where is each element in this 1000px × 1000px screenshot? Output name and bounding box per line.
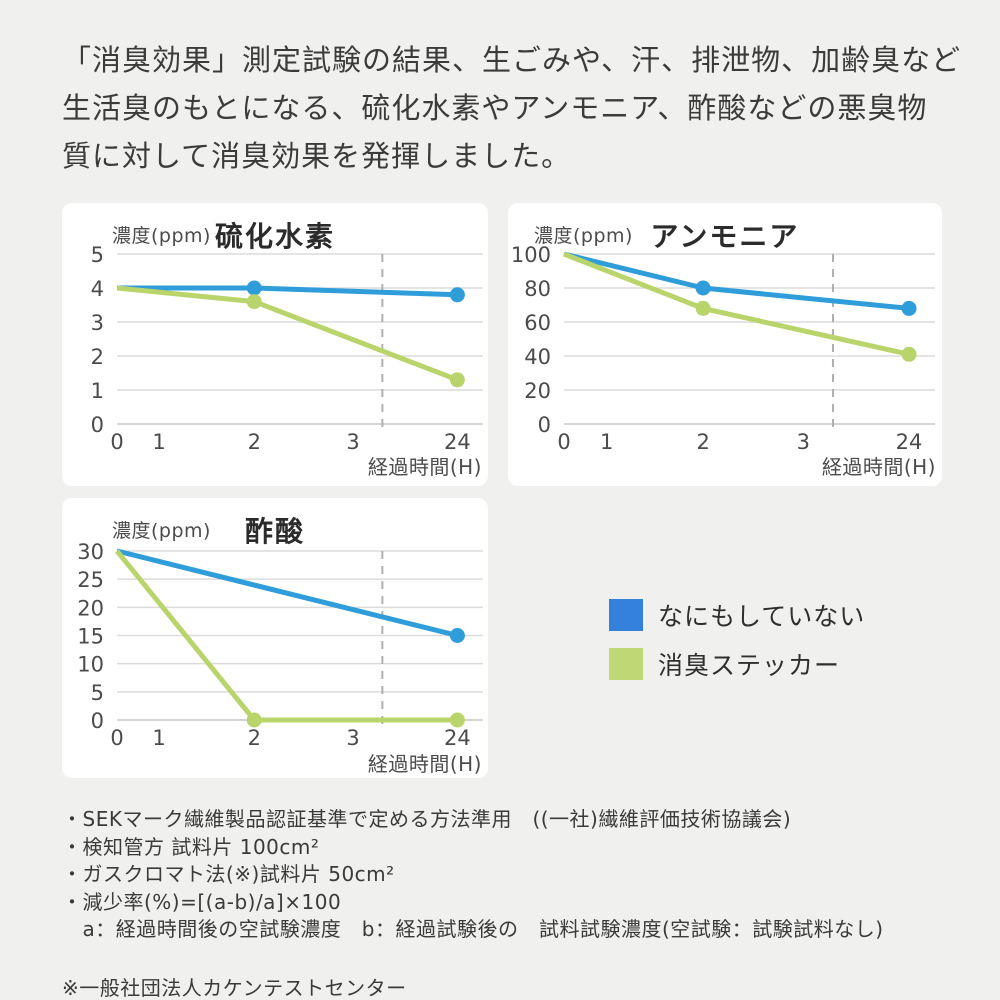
legend-swatch-untreated — [609, 598, 643, 631]
x-axis-tick-label: 0 — [110, 726, 123, 750]
data-point-marker — [901, 346, 917, 362]
data-point-marker — [695, 280, 711, 296]
header-line: 生活臭のもとになる、硫化水素やアンモニア、酢酸などの悪臭物 — [62, 91, 928, 125]
y-axis-tick-label: 60 — [524, 311, 551, 335]
legend: なにもしていない 消臭ステッカー — [609, 598, 865, 696]
chart-title: アンモニア — [650, 220, 800, 253]
legend-item-deodorant-sticker: 消臭ステッカー — [609, 647, 865, 680]
data-line — [116, 548, 458, 638]
footnote-line: ・検知管方 試料片 100cm² — [62, 834, 320, 859]
y-axis-tick-label: 0 — [91, 413, 104, 437]
footnote-line: ・SEKマーク繊維製品認証基準で定める方法準用 ((一社)繊維評価技術協議会) — [62, 807, 792, 831]
x-axis-tick-label: 3 — [346, 430, 359, 454]
y-axis-unit-label: 濃度(ppm) — [112, 520, 211, 542]
y-axis-tick-label: 10 — [77, 653, 104, 677]
y-axis-tick-label: 20 — [77, 596, 104, 620]
y-axis-tick-label: 3 — [91, 311, 104, 335]
y-axis-tick-label: 0 — [538, 413, 551, 437]
legend-item-untreated: なにもしていない — [609, 598, 865, 631]
header-text: 「消臭効果」測定試験の結果、生ごみや、汗、排泄物、加齢臭など 生活臭のもとになる… — [62, 36, 961, 180]
data-point-marker — [901, 300, 917, 316]
y-axis-tick-label: 80 — [524, 277, 551, 301]
x-axis-tick-label: 24 — [896, 430, 923, 454]
chart-title: 酢酸 — [244, 515, 305, 548]
y-axis-tick-label: 4 — [91, 277, 104, 301]
y-axis-tick-label: 5 — [91, 243, 104, 267]
chart-panel-acetic-acid: 濃度(ppm) 酢酸 30 25 20 15 10 5 0 0 1 2 3 24 経過時間(H) — [62, 498, 488, 778]
x-axis-label: 経過時間(H) — [367, 455, 482, 479]
x-axis-tick-label: 0 — [557, 430, 570, 454]
y-axis-tick-label: 20 — [524, 379, 551, 403]
y-axis-tick-label: 0 — [91, 709, 104, 733]
data-point-marker — [246, 294, 262, 310]
data-line — [563, 251, 910, 311]
y-axis-unit-label: 濃度(ppm) — [112, 225, 211, 247]
data-point-marker — [246, 712, 262, 728]
data-line — [116, 285, 459, 383]
footnotes: ・SEKマーク繊維製品認証基準で定める方法準用 ((一社)繊維評価技術協議会) … — [62, 806, 884, 1000]
x-axis-label: 経過時間(H) — [367, 752, 482, 776]
line-chart: 100 80 60 40 20 00 1 2 3 24 — [511, 243, 935, 454]
data-point-marker — [449, 287, 465, 303]
footnote-line: a：経過時間後の空試験濃度 b：経過試験後の 試料試験濃度(空試験：試験試料なし… — [62, 917, 884, 941]
test-center-note: ※一般社団法人カケンテストセンター — [62, 975, 407, 1000]
legend-swatch-deodorant-sticker — [609, 647, 643, 680]
x-axis-tick-label: 1 — [600, 430, 613, 454]
y-axis-tick-label: 15 — [77, 625, 104, 649]
data-point-marker — [695, 300, 711, 316]
footnote-line: ・ガスクロマト法(※)試料片 50cm² — [62, 862, 395, 886]
x-axis-tick-label: 0 — [110, 430, 123, 454]
x-axis-tick-label: 3 — [346, 726, 359, 750]
y-axis-tick-label: 25 — [77, 568, 104, 592]
header-line: 質に対して消臭効果を発揮しました。 — [62, 139, 572, 173]
x-axis-tick-label: 24 — [444, 726, 471, 750]
y-axis-tick-label: 30 — [77, 540, 104, 564]
data-point-marker — [449, 712, 465, 728]
line-chart: 5 4 3 2 1 00 1 2 3 24 — [91, 243, 483, 454]
x-axis-tick-label: 2 — [696, 430, 709, 454]
y-axis-tick-label: 40 — [524, 345, 551, 369]
y-axis-tick-label: 1 — [91, 379, 104, 403]
legend-label: 消臭ステッカー — [658, 650, 841, 680]
chart-panel-hydrogen-sulfide: 濃度(ppm) 硫化水素 5 4 3 2 1 0 0 1 2 3 24 経過時間(H) — [62, 203, 488, 486]
x-axis-tick-label: 2 — [248, 430, 261, 454]
y-axis-tick-label: 100 — [511, 243, 551, 267]
x-axis-tick-label: 3 — [797, 430, 810, 454]
footnote-line: ・減少率(%)=[(a-b)/a]×100 — [62, 889, 342, 914]
y-axis-tick-label: 5 — [91, 681, 104, 705]
data-point-marker — [246, 280, 262, 296]
chart-panel-ammonia: 濃度(ppm) アンモニア 100 80 60 40 20 0 0 1 2 3 24 経過時間(H) — [508, 203, 942, 486]
data-point-marker — [449, 628, 465, 643]
legend-label: なにもしていない — [658, 601, 866, 631]
y-axis-unit-label: 濃度(ppm) — [534, 225, 633, 247]
header-line: 「消臭効果」測定試験の結果、生ごみや、汗、排泄物、加齢臭など — [62, 43, 962, 77]
x-axis-tick-label: 1 — [152, 726, 165, 750]
x-axis-tick-label: 2 — [248, 726, 261, 750]
x-axis-tick-label: 24 — [444, 430, 471, 454]
data-point-marker — [449, 372, 465, 388]
y-axis-tick-label: 2 — [91, 345, 104, 369]
chart-title: 硫化水素 — [214, 220, 335, 253]
x-axis-label: 経過時間(H) — [821, 455, 936, 479]
x-axis-tick-label: 1 — [152, 430, 165, 454]
